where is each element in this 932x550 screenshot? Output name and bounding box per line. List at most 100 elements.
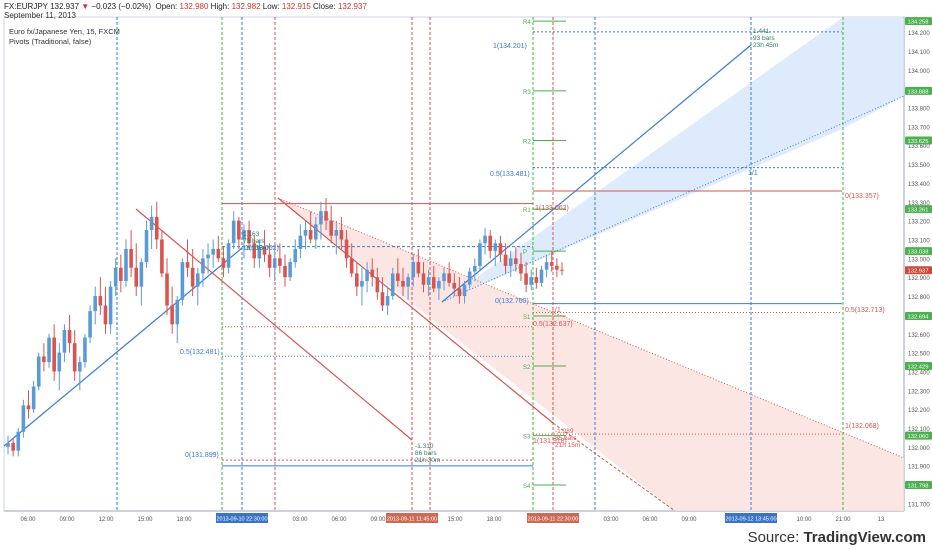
candle-body[interactable] — [319, 211, 323, 225]
candle-body[interactable] — [185, 262, 190, 268]
candle-body[interactable] — [457, 288, 462, 297]
candle-body[interactable] — [555, 265, 559, 270]
candle-body[interactable] — [462, 284, 467, 297]
candle-body[interactable] — [211, 248, 215, 255]
candle-body[interactable] — [488, 235, 492, 251]
candle-body[interactable] — [529, 277, 534, 285]
candle-body[interactable] — [252, 243, 257, 259]
candle-body[interactable] — [11, 443, 15, 451]
candle-body[interactable] — [26, 405, 31, 410]
candle-body[interactable] — [385, 296, 390, 306]
candle-body[interactable] — [396, 273, 400, 281]
candle-body[interactable] — [216, 248, 221, 259]
candle-body[interactable] — [544, 262, 549, 270]
candle-body[interactable] — [47, 337, 51, 363]
candle-body[interactable] — [349, 258, 354, 274]
candle-body[interactable] — [267, 254, 272, 268]
candle-body[interactable] — [293, 248, 298, 263]
candle-body[interactable] — [103, 305, 108, 325]
candle-body[interactable] — [190, 267, 195, 287]
candle-body[interactable] — [308, 230, 313, 240]
candle-body[interactable] — [154, 216, 159, 240]
candle-body[interactable] — [339, 230, 344, 240]
candle-body[interactable] — [478, 243, 482, 266]
candle-body[interactable] — [98, 296, 103, 306]
candle-body[interactable] — [370, 269, 375, 278]
candle-body[interactable] — [119, 267, 123, 281]
candle-body[interactable] — [411, 262, 416, 278]
candle-body[interactable] — [242, 230, 246, 240]
candle-body[interactable] — [272, 258, 277, 268]
symbol-name[interactable]: FX:EURJPY — [4, 2, 48, 11]
candle-body[interactable] — [365, 269, 369, 281]
candle-body[interactable] — [113, 267, 118, 287]
candle-body[interactable] — [139, 262, 144, 287]
candle-body[interactable] — [549, 262, 554, 266]
candle-body[interactable] — [247, 230, 251, 244]
series-legend[interactable]: Euro fx/Japanese Yen, 15, FXCM — [9, 27, 120, 36]
candle-body[interactable] — [524, 273, 528, 285]
candle-body[interactable] — [160, 239, 164, 274]
candle-body[interactable] — [134, 267, 139, 287]
candle-body[interactable] — [375, 277, 380, 293]
candle-body[interactable] — [355, 273, 359, 287]
candle-body[interactable] — [170, 305, 174, 325]
candle-body[interactable] — [231, 220, 236, 244]
candle-body[interactable] — [298, 235, 303, 249]
candle-body[interactable] — [437, 280, 441, 289]
candle-body[interactable] — [416, 262, 421, 274]
candle-body[interactable] — [313, 224, 318, 240]
candle-body[interactable] — [201, 258, 205, 274]
candle-body[interactable] — [175, 299, 180, 325]
candle-body[interactable] — [303, 230, 308, 236]
candle-body[interactable] — [426, 277, 431, 285]
candle-body[interactable] — [149, 216, 154, 231]
candle-body[interactable] — [88, 311, 92, 338]
candle-body[interactable] — [195, 273, 200, 287]
candle-body[interactable] — [42, 356, 46, 363]
candle-body[interactable] — [62, 329, 67, 353]
candle-body[interactable] — [514, 258, 518, 264]
candle-body[interactable] — [493, 243, 498, 251]
candle-body[interactable] — [288, 262, 292, 278]
candle-body[interactable] — [534, 277, 539, 283]
candle-body[interactable] — [16, 431, 21, 451]
candle-body[interactable] — [380, 292, 385, 306]
candle-body[interactable] — [72, 343, 77, 372]
candle-body[interactable] — [57, 352, 62, 372]
candle-body[interactable] — [226, 243, 231, 268]
candle-body[interactable] — [560, 269, 564, 271]
source-brand[interactable]: TradingView.com — [803, 529, 926, 546]
candle-body[interactable] — [108, 286, 113, 325]
candle-body[interactable] — [401, 280, 405, 287]
candle-body[interactable] — [21, 405, 26, 432]
candle-body[interactable] — [503, 254, 508, 266]
candle-body[interactable] — [283, 265, 287, 278]
candle-body[interactable] — [206, 254, 210, 259]
candle-body[interactable] — [539, 269, 544, 283]
candle-body[interactable] — [36, 356, 41, 387]
candle-body[interactable] — [31, 386, 36, 410]
candle-body[interactable] — [390, 273, 395, 297]
indicator-legend[interactable]: Pivots (Traditional, false) — [9, 37, 92, 46]
candle-body[interactable] — [360, 280, 364, 287]
candle-body[interactable] — [144, 230, 149, 263]
candle-body[interactable] — [472, 265, 477, 272]
candle-body[interactable] — [78, 362, 82, 372]
candle-body[interactable] — [508, 258, 513, 266]
candle-body[interactable] — [431, 277, 436, 289]
candle-body[interactable] — [262, 247, 267, 255]
candle-body[interactable] — [442, 273, 446, 281]
candle-body[interactable] — [324, 211, 328, 221]
candle-body[interactable] — [447, 273, 451, 283]
candle-body[interactable] — [221, 258, 226, 268]
candle-body[interactable] — [257, 247, 262, 259]
candle-body[interactable] — [165, 273, 169, 306]
candle-body[interactable] — [67, 329, 72, 344]
candle-body[interactable] — [129, 248, 133, 268]
candle-body[interactable] — [421, 273, 426, 285]
candle-body[interactable] — [6, 443, 10, 447]
candle-body[interactable] — [180, 262, 185, 300]
candle-body[interactable] — [52, 337, 56, 372]
